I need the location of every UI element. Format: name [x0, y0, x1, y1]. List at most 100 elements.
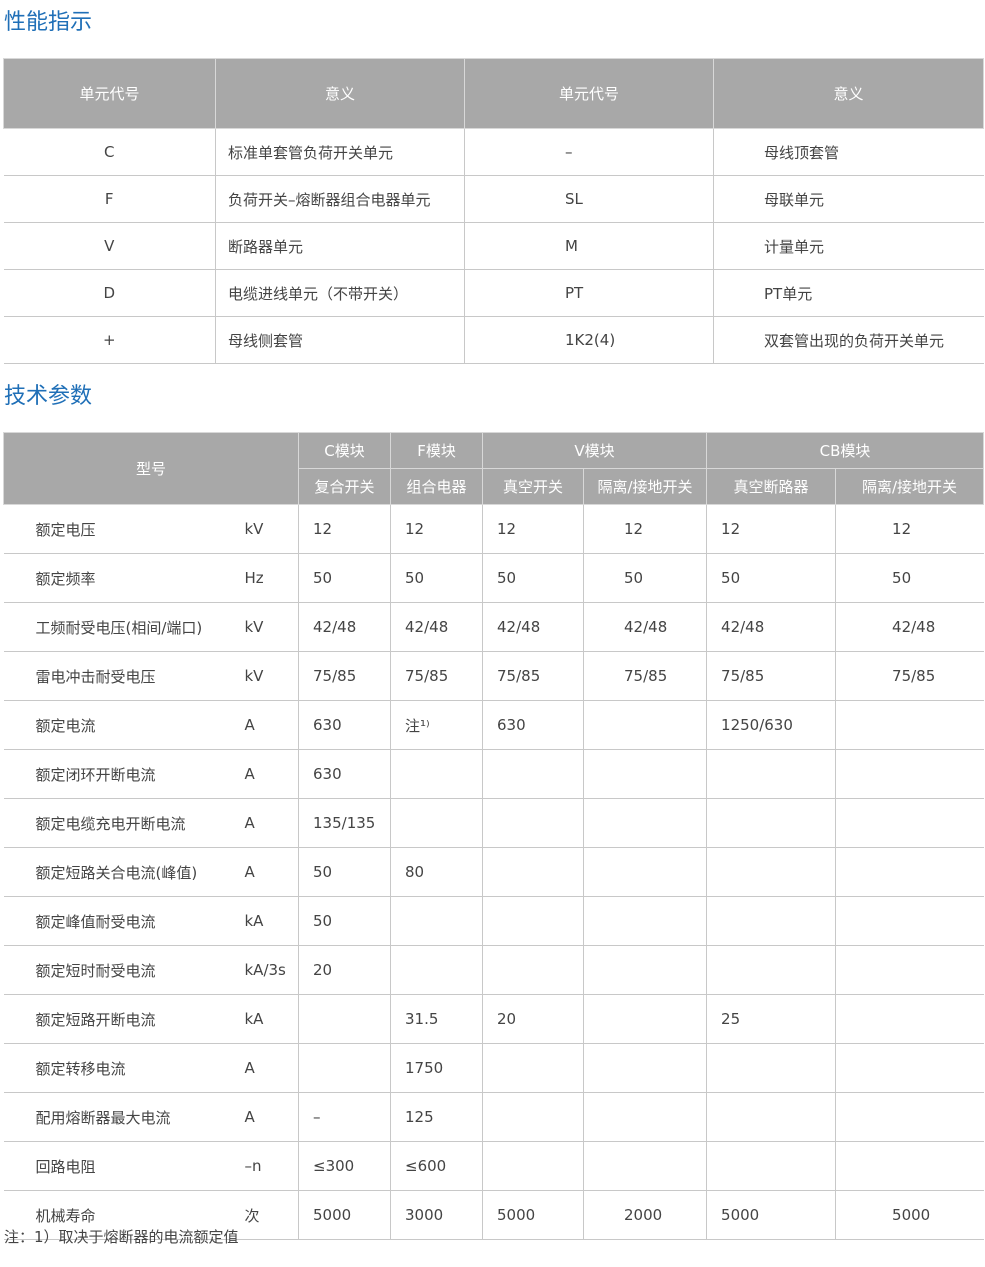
- param-name: 额定频率: [3, 553, 241, 603]
- param-value: [835, 896, 984, 946]
- param-value: [706, 749, 836, 799]
- param-value: [390, 749, 483, 799]
- param-value: [583, 994, 707, 1044]
- section-title-performance: 性能指示: [4, 10, 93, 35]
- table-row: 额定频率 Hz 50 50 50 50 50 50: [3, 553, 984, 603]
- param-value: 42/48: [298, 602, 391, 652]
- param-value: 12: [390, 504, 483, 554]
- table-cell: 母线顶套管: [713, 128, 984, 176]
- table-row: 额定短路开断电流 kA 31.5 20 25: [3, 994, 984, 1044]
- param-value: [706, 1141, 836, 1191]
- param-value: [298, 994, 391, 1044]
- param-value: [390, 798, 483, 848]
- table-cell: 计量单元: [713, 222, 984, 270]
- table-cell: F: [3, 175, 216, 223]
- unit-code-table: 单元代号 意义 单元代号 意义 C 标准单套管负荷开关单元 – 母线顶套管 F 负荷开关–熔断器组…: [3, 58, 984, 364]
- param-value: 20: [482, 994, 584, 1044]
- param-value: 75/85: [583, 651, 707, 701]
- param-value: [706, 1043, 836, 1093]
- param-value: 50: [482, 553, 584, 603]
- param-unit: kV: [240, 651, 299, 701]
- param-name: 额定峰值耐受电流: [3, 896, 241, 946]
- table-cell: 标准单套管负荷开关单元: [215, 128, 465, 176]
- param-unit: kA: [240, 896, 299, 946]
- param-value: 42/48: [390, 602, 483, 652]
- param-value: [583, 700, 707, 750]
- param-value: 1750: [390, 1043, 483, 1093]
- table-row: 机械寿命次 5000 3000 5000 2000 5000 5000: [3, 1190, 984, 1240]
- param-value: 12: [835, 504, 984, 554]
- param-value: [583, 798, 707, 848]
- param-value: 75/85: [298, 651, 391, 701]
- param-value: [706, 1092, 836, 1142]
- param-value: [706, 847, 836, 897]
- param-value: [583, 945, 707, 995]
- param-unit: –n: [240, 1141, 299, 1191]
- table-cell: –: [464, 128, 714, 176]
- table-cell: 双套管出现的负荷开关单元: [713, 316, 984, 364]
- param-value: [482, 847, 584, 897]
- param-value: [390, 945, 483, 995]
- sub-header: 隔离/接地开关: [835, 468, 985, 505]
- param-value: 135/135: [298, 798, 391, 848]
- column-header: 单元代号: [3, 58, 216, 129]
- param-unit: kV: [240, 504, 299, 554]
- param-value: [482, 798, 584, 848]
- param-value: 125: [390, 1092, 483, 1142]
- table-row: D 电缆进线单元（不带开关） PT PT单元: [3, 269, 984, 317]
- sub-header: 真空断路器: [706, 468, 837, 505]
- param-value: [482, 1092, 584, 1142]
- footnote: 注：1）取决于熔断器的电流额定值: [4, 1228, 239, 1246]
- param-name: 工频耐受电压(相间/端口): [3, 602, 241, 652]
- param-value: 630: [298, 700, 391, 750]
- table-row: 额定闭环开断电流 A 630: [3, 749, 984, 799]
- param-value: [835, 798, 984, 848]
- param-value: 20: [298, 945, 391, 995]
- param-value: ≤300: [298, 1141, 391, 1191]
- param-value: 12: [706, 504, 836, 554]
- param-name: 额定电流: [3, 700, 241, 750]
- group-header: C模块: [298, 432, 392, 469]
- sub-header: 隔离/接地开关: [583, 468, 708, 505]
- param-name: 额定转移电流: [3, 1043, 241, 1093]
- table-row: C 标准单套管负荷开关单元 – 母线顶套管: [3, 128, 984, 176]
- param-value: 42/48: [706, 602, 836, 652]
- param-value: 50: [390, 553, 483, 603]
- param-value: 1250/630: [706, 700, 836, 750]
- param-unit: A: [240, 749, 299, 799]
- param-unit: A: [240, 700, 299, 750]
- table-row: + 母线侧套管 1K2(4) 双套管出现的负荷开关单元: [3, 316, 984, 364]
- table-cell: C: [3, 128, 216, 176]
- table-row: 配用熔断器最大电流 A –125: [3, 1092, 984, 1142]
- param-value: 50: [583, 553, 707, 603]
- group-header: V模块: [482, 432, 708, 469]
- param-unit: A: [240, 1043, 299, 1093]
- param-value: [482, 749, 584, 799]
- sub-header: 真空开关: [482, 468, 585, 505]
- param-value: 75/85: [835, 651, 984, 701]
- param-value: 75/85: [390, 651, 483, 701]
- table-row: 额定峰值耐受电流 kA 50: [3, 896, 984, 946]
- table-row: 额定短路关合电流(峰值) A 50 80: [3, 847, 984, 897]
- param-value: 5000: [835, 1190, 984, 1240]
- model-header: 型号: [2, 432, 300, 505]
- param-name: 雷电冲击耐受电压: [3, 651, 241, 701]
- param-value: [835, 749, 984, 799]
- param-value: 75/85: [482, 651, 584, 701]
- table-cell: 电缆进线单元（不带开关）: [215, 269, 465, 317]
- table-row: 雷电冲击耐受电压 kV 75/85 75/85 75/85 75/85 75/85 75/85: [3, 651, 984, 701]
- param-value: 12: [583, 504, 707, 554]
- table-cell: 母线侧套管: [215, 316, 465, 364]
- param-value: [583, 1141, 707, 1191]
- param-value: 50: [706, 553, 836, 603]
- table-row: 工频耐受电压(相间/端口) kV 42/48 42/48 42/48 42/48 42/48…: [3, 602, 984, 652]
- param-value: –: [298, 1092, 391, 1142]
- param-value: [835, 945, 984, 995]
- table-row: 额定电缆充电开断电流 A 135/135: [3, 798, 984, 848]
- table-cell: M: [464, 222, 714, 270]
- param-value: [583, 896, 707, 946]
- param-value: [706, 945, 836, 995]
- param-value: 50: [298, 553, 391, 603]
- table-cell: SL: [464, 175, 714, 223]
- table-row: F 负荷开关–熔断器组合电器单元 SL 母联单元: [3, 175, 984, 223]
